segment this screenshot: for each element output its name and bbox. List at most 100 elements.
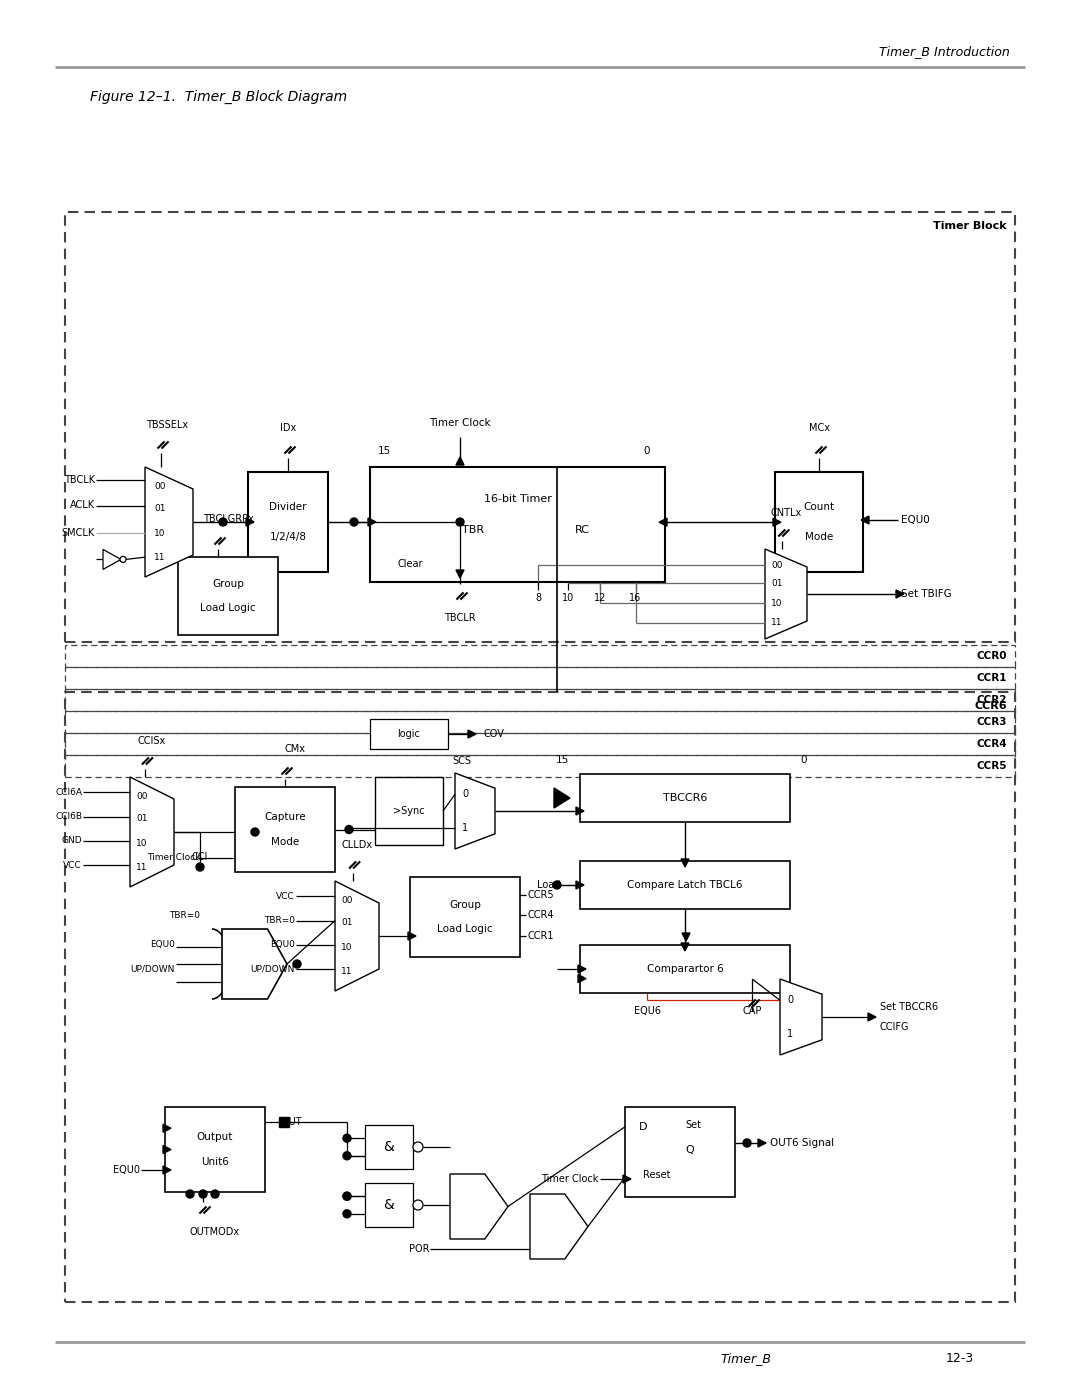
- Circle shape: [251, 828, 259, 835]
- Text: 12-3: 12-3: [946, 1352, 974, 1365]
- Bar: [370, 719, 448, 749]
- Text: SMCLK: SMCLK: [62, 528, 95, 538]
- Text: TBCLGRPx: TBCLGRPx: [203, 514, 254, 524]
- Text: logic: logic: [397, 729, 420, 739]
- Bar: [65, 212, 1015, 643]
- Text: 16: 16: [630, 592, 642, 604]
- Text: 01: 01: [341, 918, 353, 928]
- Text: CCR2: CCR2: [976, 694, 1007, 705]
- Bar: [410, 877, 519, 957]
- Polygon shape: [130, 777, 174, 887]
- Text: CCI6B: CCI6B: [55, 812, 82, 821]
- Polygon shape: [623, 1175, 631, 1183]
- Polygon shape: [163, 1125, 171, 1132]
- Text: Comparartor 6: Comparartor 6: [647, 964, 724, 974]
- Text: 10: 10: [562, 592, 573, 604]
- Text: EQU0: EQU0: [901, 515, 930, 525]
- Polygon shape: [868, 1013, 876, 1021]
- Text: Load: Load: [537, 880, 561, 890]
- Bar: [65, 733, 1015, 754]
- Polygon shape: [145, 467, 193, 577]
- Text: TBSSELx: TBSSELx: [146, 420, 188, 430]
- Text: EQU0: EQU0: [150, 940, 175, 950]
- Circle shape: [553, 882, 561, 888]
- Text: CCR5: CCR5: [976, 761, 1007, 771]
- Circle shape: [120, 556, 126, 563]
- Text: UP/DOWN: UP/DOWN: [251, 964, 295, 974]
- Circle shape: [345, 826, 353, 834]
- Text: D: D: [638, 1122, 647, 1132]
- Text: 00: 00: [136, 792, 148, 802]
- Text: Timer_B: Timer_B: [720, 1352, 771, 1365]
- Text: CCIFG: CCIFG: [880, 1023, 909, 1032]
- Text: Timer_B Introduction: Timer_B Introduction: [879, 46, 1010, 59]
- Polygon shape: [530, 1194, 588, 1259]
- Text: 10: 10: [771, 598, 783, 608]
- Text: 11: 11: [771, 619, 783, 627]
- Text: &: &: [383, 1199, 394, 1213]
- Text: CCISx: CCISx: [138, 736, 166, 746]
- Text: Output: Output: [197, 1132, 233, 1141]
- Circle shape: [413, 1141, 423, 1153]
- Polygon shape: [450, 1173, 508, 1239]
- Polygon shape: [455, 773, 495, 849]
- Text: Clear: Clear: [399, 559, 423, 569]
- Polygon shape: [681, 943, 689, 951]
- Text: 8: 8: [535, 592, 541, 604]
- Bar: [580, 944, 789, 993]
- Bar: [235, 787, 335, 872]
- Bar: [65, 689, 1015, 711]
- Text: 10: 10: [341, 943, 353, 951]
- Text: 0: 0: [800, 754, 807, 766]
- Bar: [365, 1125, 413, 1169]
- Polygon shape: [456, 570, 464, 578]
- Text: 00: 00: [341, 897, 353, 905]
- Text: OUT: OUT: [281, 1118, 301, 1127]
- Text: GND: GND: [62, 837, 82, 845]
- Text: Set TBCCR6: Set TBCCR6: [880, 1002, 939, 1011]
- Text: 1/2/4/8: 1/2/4/8: [270, 532, 307, 542]
- Text: TBR=0: TBR=0: [264, 916, 295, 925]
- Text: EQU0: EQU0: [113, 1165, 140, 1175]
- Circle shape: [219, 518, 227, 527]
- Text: Group: Group: [449, 900, 481, 909]
- Text: COV: COV: [484, 729, 504, 739]
- Circle shape: [743, 1139, 751, 1147]
- Polygon shape: [681, 933, 690, 942]
- Circle shape: [293, 960, 301, 968]
- Polygon shape: [861, 515, 869, 524]
- Text: Mode: Mode: [805, 532, 833, 542]
- Text: Timer Clock: Timer Clock: [147, 854, 200, 862]
- Text: RC: RC: [575, 525, 590, 535]
- Polygon shape: [578, 965, 586, 972]
- Text: Figure 12–1.  Timer_B Block Diagram: Figure 12–1. Timer_B Block Diagram: [90, 89, 347, 103]
- Text: POR: POR: [409, 1243, 430, 1255]
- Bar: [65, 692, 1015, 1302]
- Circle shape: [211, 1190, 219, 1199]
- Polygon shape: [222, 929, 287, 999]
- Bar: [375, 777, 443, 845]
- Text: 0: 0: [644, 446, 650, 455]
- Circle shape: [186, 1190, 194, 1199]
- Polygon shape: [163, 1146, 171, 1154]
- Text: 10: 10: [136, 838, 148, 848]
- Polygon shape: [246, 518, 254, 527]
- Polygon shape: [780, 979, 822, 1055]
- Text: Timer Clock: Timer Clock: [429, 418, 490, 427]
- Polygon shape: [576, 882, 584, 888]
- Text: OUT6 Signal: OUT6 Signal: [770, 1139, 834, 1148]
- Bar: [65, 711, 1015, 733]
- Text: Set TBIFG: Set TBIFG: [901, 590, 951, 599]
- Bar: [370, 467, 665, 583]
- Text: 10: 10: [154, 528, 165, 538]
- Text: Reset: Reset: [643, 1171, 671, 1180]
- Bar: [248, 472, 328, 571]
- Polygon shape: [578, 975, 586, 982]
- Text: CCI6A: CCI6A: [55, 788, 82, 796]
- Text: CNTLx: CNTLx: [770, 509, 801, 518]
- Text: VCC: VCC: [276, 891, 295, 901]
- Bar: [65, 754, 1015, 777]
- Text: Set: Set: [686, 1120, 702, 1130]
- Bar: [580, 861, 789, 909]
- Text: CCR0: CCR0: [976, 651, 1007, 661]
